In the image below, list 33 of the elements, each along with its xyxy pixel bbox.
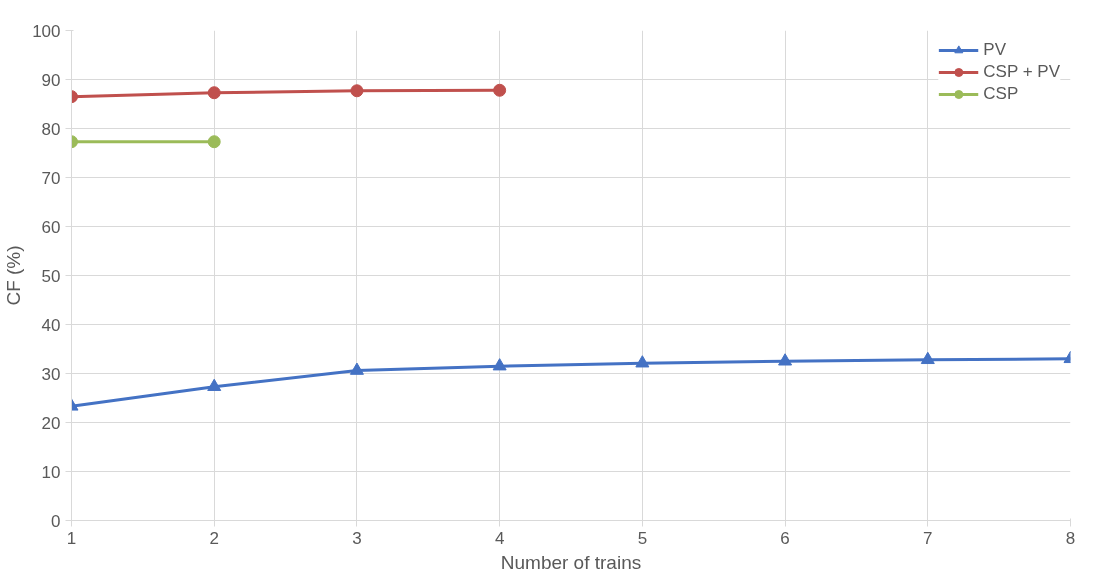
x-tick-label: 6 <box>780 528 790 548</box>
point <box>778 353 793 366</box>
y-tick-label: 40 <box>41 315 61 335</box>
x-tick-label: 3 <box>352 528 362 548</box>
point <box>350 84 364 98</box>
y-axis-title: CF (%) <box>3 245 25 306</box>
y-tick-label: 10 <box>41 462 61 482</box>
x-tick-label: 2 <box>209 528 219 548</box>
x-axis-title: Number of trains <box>500 551 642 573</box>
legend-label: CSP <box>983 84 1019 104</box>
point <box>493 83 507 97</box>
x-tick-label: 8 <box>1065 528 1076 548</box>
x-tick-label: 4 <box>494 528 505 548</box>
y-tick-label: 60 <box>41 217 61 237</box>
y-tick-label: 80 <box>41 119 61 139</box>
x-tick-label: 5 <box>637 528 648 548</box>
y-tick-label: 50 <box>41 266 61 286</box>
x-tick-label: 7 <box>923 528 933 548</box>
point <box>207 378 222 391</box>
y-tick-label: 0 <box>51 511 61 531</box>
y-tick-label: 100 <box>32 21 61 41</box>
y-tick-label: 70 <box>41 168 61 188</box>
point <box>635 355 650 368</box>
y-tick-label: 20 <box>41 413 61 433</box>
y-tick-label: 30 <box>41 364 61 384</box>
legend-label: CSP + PV <box>983 62 1060 82</box>
point <box>920 351 935 365</box>
point <box>349 362 364 375</box>
x-tick-label: 1 <box>66 528 77 548</box>
legend-label: PV <box>983 40 1006 60</box>
y-tick-label: 90 <box>41 70 61 90</box>
point <box>207 86 221 100</box>
point <box>492 358 507 371</box>
